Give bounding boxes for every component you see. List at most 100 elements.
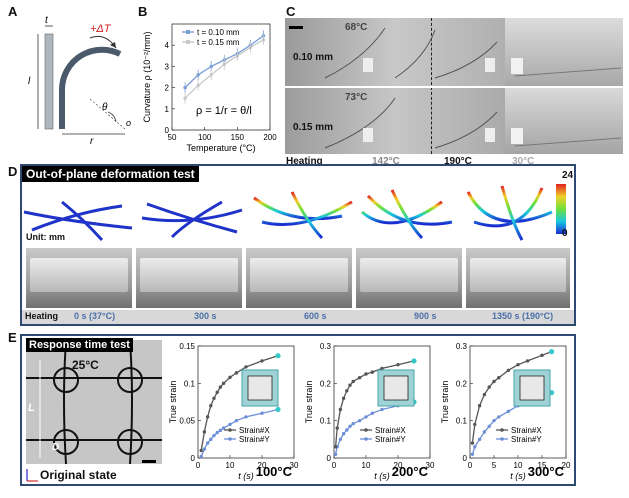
y-tick-label: 3: [165, 62, 170, 71]
data-point: [215, 430, 219, 435]
data-point: [228, 422, 232, 427]
c-heating-label: Heating: [286, 156, 323, 167]
series-line-1: [471, 350, 552, 444]
panel-c-photos: 68°C 73°C 0.10 mm 0.15 mm: [285, 18, 623, 154]
y-tick-label: 0.1: [456, 417, 468, 426]
y-tick-label: 1: [165, 105, 170, 114]
data-point: [338, 407, 343, 412]
strain-chart-200: 0 10 20 30 0 0.1 0.2 0.3 t (s) True strain Strain#…: [304, 342, 435, 481]
d-time-4: 1350 s (190°C): [492, 311, 554, 321]
a-r-label: r: [90, 136, 94, 144]
data-point: [487, 424, 491, 428]
x-tick-label: 20: [394, 461, 403, 470]
d-cbar-min: 0: [562, 228, 568, 239]
data-point: [549, 349, 555, 355]
inset-lattice: [247, 375, 273, 401]
e-title: Response time test: [26, 338, 133, 352]
plot-frame: [171, 23, 271, 131]
d-time-3: 900 s: [414, 311, 437, 321]
data-point: [209, 404, 213, 408]
d-simulations: [23, 185, 553, 242]
x-tick-label: 200: [263, 133, 277, 142]
legend-entry: Strain#X: [239, 426, 270, 435]
y-tick-label: 0: [463, 454, 468, 463]
equation: ρ = 1/r = θ/l: [196, 105, 252, 117]
legend-entry: t = 0.15 mm: [197, 38, 240, 47]
inset-lattice: [383, 375, 409, 401]
data-point: [341, 432, 346, 436]
plot-frame: [197, 345, 295, 459]
legend-entry: Strain#Y: [239, 435, 270, 444]
y-tick-label: 0.3: [320, 342, 332, 351]
x-tick-label: 0: [332, 461, 337, 470]
data-point: [348, 383, 352, 387]
data-point: [209, 437, 213, 442]
a-l-label: l: [28, 76, 31, 87]
data-point: [487, 385, 491, 389]
d-photo-0: [26, 248, 132, 308]
y-tick-label: 0.05: [179, 417, 195, 426]
data-point: [335, 426, 339, 430]
d-time-0: 0 s (37°C): [74, 311, 116, 321]
data-point: [275, 353, 281, 359]
data-point: [202, 447, 207, 451]
legend-entry: Strain#Y: [375, 435, 406, 444]
data-point: [345, 428, 349, 432]
data-point: [199, 454, 203, 459]
x-tick-label: 20: [562, 461, 571, 470]
e-L: L: [28, 402, 35, 414]
c-photo-row2: [285, 88, 505, 154]
y-tick-label: 0.2: [320, 379, 332, 388]
x-tick-label: 15: [538, 461, 547, 470]
x-tick-label: 100: [198, 133, 212, 142]
data-point: [199, 448, 203, 453]
data-point: [516, 362, 520, 367]
data-point: [506, 409, 511, 414]
data-point: [351, 379, 355, 384]
x-tick-label: 10: [514, 461, 523, 470]
c-photo-row2-cooled: [505, 88, 623, 154]
legend-entry: Strain#Y: [511, 435, 542, 444]
legend-entry: Strain#X: [511, 426, 542, 435]
y-tick-label: 0.3: [456, 342, 468, 351]
x-tick-label: 30: [426, 461, 435, 470]
c-photo-row1: [285, 18, 505, 86]
data-point: [212, 396, 216, 400]
x-axis-label: t (s): [238, 471, 254, 481]
panel-a-label: A: [8, 4, 18, 19]
data-point: [275, 406, 281, 413]
c-temp1: 68°C: [345, 22, 368, 33]
data-point: [380, 366, 384, 371]
data-point: [348, 424, 352, 428]
data-point: [221, 381, 226, 386]
data-point: [470, 441, 475, 445]
panel-e-frame: Response time test 25°C L D Original sta…: [20, 334, 576, 486]
y-tick-label: 0: [165, 126, 170, 135]
y-axis-label: Curvature ρ (10⁻²/mm): [142, 32, 152, 123]
x-tick-label: 150: [231, 133, 245, 142]
plot-frame: [333, 345, 431, 459]
y-axis-label: True strain: [168, 381, 178, 424]
data-point: [492, 379, 496, 384]
x-axis-label: t (s): [374, 471, 390, 481]
e-original: Original state: [40, 468, 117, 482]
data-point: [202, 430, 207, 434]
chart-temp: 200°C: [392, 464, 429, 479]
e-D: D: [52, 442, 60, 453]
d-time-2: 600 s: [304, 311, 327, 321]
data-point: [473, 422, 477, 427]
data-point: [525, 359, 530, 363]
x-tick-label: 0: [196, 461, 201, 470]
c-temp-190: 190°C: [444, 156, 472, 167]
d-photo-4: [466, 248, 570, 308]
d-photo-3: [356, 248, 462, 308]
data-point: [205, 441, 210, 445]
data-point: [338, 437, 343, 442]
data-point: [221, 426, 226, 430]
curvature-chart: 50 100 150 200 0 1 2 3 4 Temperature (°C) Curvatur…: [142, 23, 277, 153]
x-tick-label: 0: [468, 461, 473, 470]
data-point: [244, 415, 248, 419]
chart-temp: 300°C: [528, 464, 565, 479]
d-cbar-max: 24: [562, 170, 574, 181]
d-unit: Unit: mm: [26, 232, 65, 242]
